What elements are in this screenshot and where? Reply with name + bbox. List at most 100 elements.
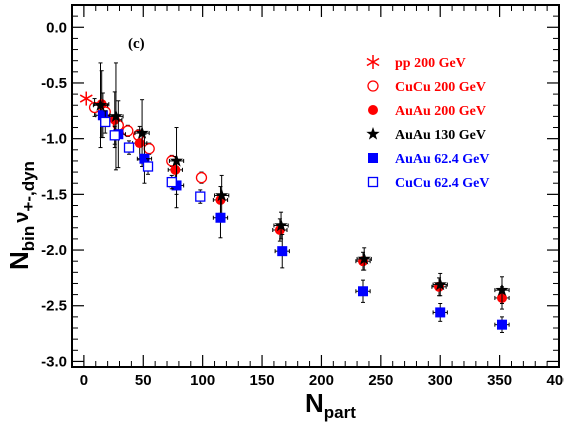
x-tick-label: 350: [487, 372, 512, 389]
legend-item: CuCu 200 GeV: [367, 80, 486, 95]
legend-marker: [367, 80, 379, 92]
legend-item: AuAu 130 GeV: [366, 127, 486, 143]
data-point: [109, 125, 120, 145]
data-point: [142, 158, 154, 175]
data-marker: [195, 171, 208, 184]
data-marker: [277, 246, 288, 257]
data-marker: [215, 212, 226, 223]
data-marker: [109, 109, 123, 123]
y-axis-title: Nbin ν+-,dyn: [4, 161, 38, 270]
x-axis-title: Npart: [305, 388, 356, 422]
data-marker: [109, 130, 120, 141]
data-marker: [142, 161, 154, 172]
data-marker: [215, 188, 229, 202]
panel-label: (c): [128, 36, 145, 52]
data-point: [355, 279, 371, 303]
x-tick-label: 100: [190, 372, 215, 389]
x-tick-label: 300: [428, 372, 453, 389]
data-point: [143, 142, 155, 155]
data-marker-stroke: [79, 94, 93, 103]
legend-label: CuCu 62.4 GeV: [395, 176, 490, 191]
legend-label: pp 200 GeV: [395, 56, 466, 71]
data-point: [123, 140, 135, 155]
x-tick-label: 400: [546, 372, 564, 389]
x-tick-label: 50: [135, 372, 152, 389]
data-marker: [433, 277, 447, 291]
legend-item: CuCu 62.4 GeV: [367, 176, 490, 191]
data-marker: [166, 176, 177, 188]
y-tick-label: -0.5: [41, 75, 67, 92]
data-marker: [170, 164, 181, 175]
legend-marker: [368, 105, 378, 115]
y-tick-label: -2.5: [41, 298, 67, 315]
legend-label: AuAu 130 GeV: [395, 128, 486, 143]
legend-item: pp 200 GeV: [366, 55, 466, 71]
legend-item: AuAu 200 GeV: [368, 104, 486, 119]
x-tick-label: 200: [309, 372, 334, 389]
data-marker: [496, 319, 507, 330]
data-marker: [495, 283, 509, 296]
data-point: [100, 110, 111, 134]
data-marker: [123, 142, 135, 153]
x-axis-title-sub: part: [324, 403, 356, 422]
data-points: [79, 62, 510, 333]
data-point: [79, 91, 93, 106]
x-tick-label: 0: [80, 372, 88, 389]
data-point: [166, 174, 177, 190]
legend-marker: [366, 127, 380, 140]
legend-marker: [367, 176, 379, 188]
data-marker: [435, 307, 446, 318]
y-tick-label: 0.0: [46, 19, 67, 36]
axis-ticks: [71, 4, 560, 367]
data-point: [195, 189, 206, 204]
x-tick-label: 150: [250, 372, 275, 389]
data-marker: [93, 98, 108, 111]
data-marker: [139, 153, 150, 164]
y-tick-label: -1.5: [41, 186, 67, 203]
data-point: [356, 247, 372, 271]
y-axis-title-main: N: [4, 251, 34, 270]
series-pp-200-gev: [79, 91, 93, 106]
legend-marker: [368, 153, 378, 163]
data-marker: [97, 110, 108, 121]
data-point: [432, 272, 448, 297]
data-marker: [358, 286, 369, 297]
data-point: [195, 171, 208, 184]
data-marker: [357, 251, 371, 265]
series-cucu-62-4-gev: [100, 110, 206, 204]
data-marker: [195, 191, 206, 202]
data-marker: [100, 116, 111, 128]
y-axis-title-nu: ν: [11, 212, 33, 223]
y-axis-title-sub2: +-,dyn: [19, 161, 38, 212]
data-marker: [143, 143, 155, 155]
data-marker: [79, 91, 93, 106]
data-point: [494, 316, 510, 333]
legend-item: AuAu 62.4 GeV: [368, 152, 490, 167]
data-marker: [134, 138, 145, 149]
y-tick-label: -2.0: [41, 242, 67, 259]
x-axis-title-main: N: [305, 388, 324, 418]
legend-label: CuCu 200 GeV: [395, 80, 486, 95]
x-tick-label: 250: [368, 372, 393, 389]
plot-frame: [71, 4, 560, 368]
data-point: [108, 62, 124, 171]
legend-label: AuAu 62.4 GeV: [395, 152, 490, 167]
y-axis-title-sub1: bin: [19, 226, 38, 252]
data-point: [95, 92, 111, 139]
data-marker: [274, 218, 288, 232]
y-tick-label: -3.0: [41, 353, 67, 370]
legend-marker-stroke: [366, 57, 380, 67]
legend-marker: [366, 55, 380, 69]
legend: pp 200 GeV CuCu 200 GeV AuAu 200 GeV AuAu 1…: [366, 55, 490, 191]
data-point: [122, 124, 134, 137]
data-point: [92, 62, 109, 149]
y-tick-labels: 0.0 -0.5 -1.0 -1.5 -2.0 -2.5 -3.0: [41, 19, 67, 370]
data-marker: [169, 153, 184, 167]
data-point: [432, 303, 448, 322]
y-tick-label: -1.0: [41, 131, 67, 148]
data-point: [494, 276, 510, 305]
legend-label: AuAu 200 GeV: [395, 104, 486, 119]
data-marker: [135, 126, 149, 139]
data-point: [274, 233, 290, 269]
